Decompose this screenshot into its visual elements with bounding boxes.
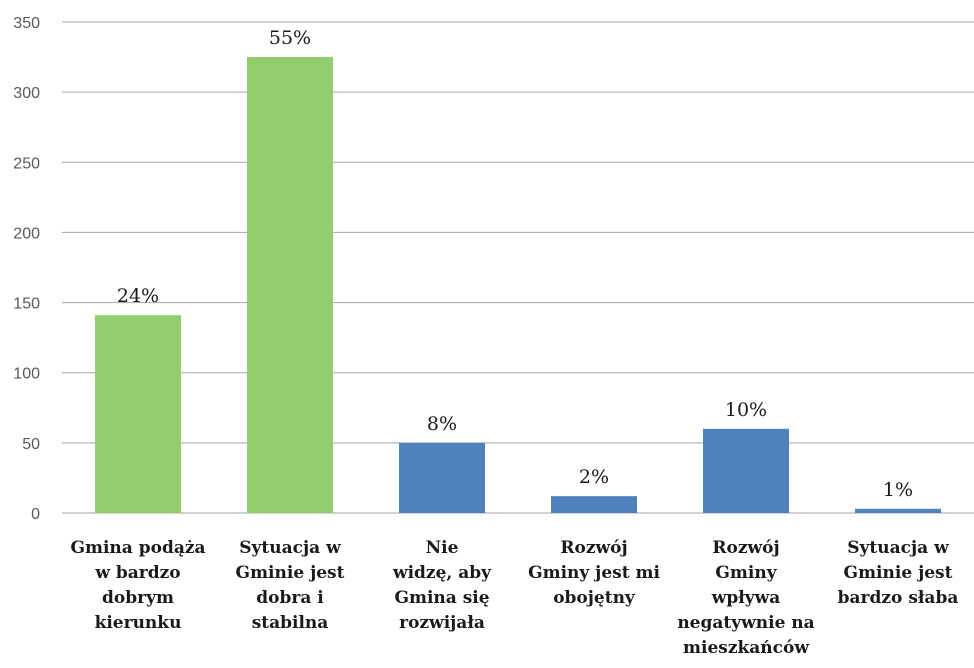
x-category-label: Sytuacja w Gminie jest dobra i stabilna: [215, 536, 365, 636]
x-category-label-line: widzę, aby: [392, 563, 492, 583]
x-category-label-line: dobrym: [102, 588, 174, 608]
bar: [855, 508, 941, 513]
x-category-label-line: wpływa: [711, 588, 781, 608]
data-label: 8%: [427, 413, 457, 435]
data-label: 10%: [725, 399, 767, 421]
y-tick-label: 100: [13, 366, 40, 383]
x-category-label-line: dobra i: [256, 588, 324, 608]
data-label: 55%: [269, 27, 311, 49]
x-category-label-line: Nie: [425, 538, 459, 558]
x-category-label-line: Rozwój: [712, 538, 780, 558]
x-category-label-line: Gminie jest: [235, 563, 345, 583]
x-category-label: Rozwój Gminy wpływa negatywnie na mieszkańcó…: [671, 536, 821, 661]
x-category-label-line: bardzo słaba: [837, 588, 959, 608]
bar: [703, 428, 789, 513]
y-tick-label: 200: [13, 225, 40, 242]
x-category-label-line: Gmina podąża: [70, 538, 206, 558]
y-tick-label: 300: [13, 85, 40, 102]
x-category-label-line: Rozwój: [560, 538, 628, 558]
y-tick-label: 150: [13, 296, 40, 313]
x-category-label-line: obojętny: [553, 588, 635, 608]
y-tick-label: 350: [13, 15, 40, 32]
x-category-label-line: w bardzo: [95, 563, 181, 583]
data-label: 1%: [883, 479, 913, 501]
data-label: 2%: [579, 466, 609, 488]
x-category-label: Sytuacja w Gminie jest bardzo słaba: [823, 536, 973, 611]
x-category-label-line: Sytuacja w: [847, 538, 949, 558]
x-category-label: Gmina podąża w bardzo dobrym kierunku: [63, 536, 213, 636]
x-category-label: Nie widzę, aby Gmina się rozwijała: [367, 536, 517, 636]
x-category-label-line: Gminy: [715, 563, 777, 583]
y-tick-label: 50: [22, 436, 40, 453]
y-tick-label: 250: [13, 155, 40, 172]
x-category-label-line: mieszkańców: [683, 638, 809, 658]
bar: [551, 496, 637, 513]
bar: [95, 315, 181, 513]
x-category-label: Rozwój Gminy jest mi obojętny: [519, 536, 669, 611]
x-category-label-line: kierunku: [94, 613, 182, 633]
x-category-label-line: negatywnie na: [677, 613, 815, 633]
x-category-label-line: stabilna: [251, 613, 329, 633]
bar: [399, 442, 485, 513]
x-category-label-line: Sytuacja w: [239, 538, 341, 558]
data-label: 24%: [117, 285, 159, 307]
x-category-label-line: Gminie jest: [843, 563, 953, 583]
bar: [247, 57, 333, 513]
x-category-label-line: rozwijała: [399, 613, 485, 633]
x-category-label-line: Gmina się: [394, 588, 490, 608]
x-category-label-line: Gminy jest mi: [528, 563, 660, 583]
y-tick-label: 0: [31, 506, 40, 523]
